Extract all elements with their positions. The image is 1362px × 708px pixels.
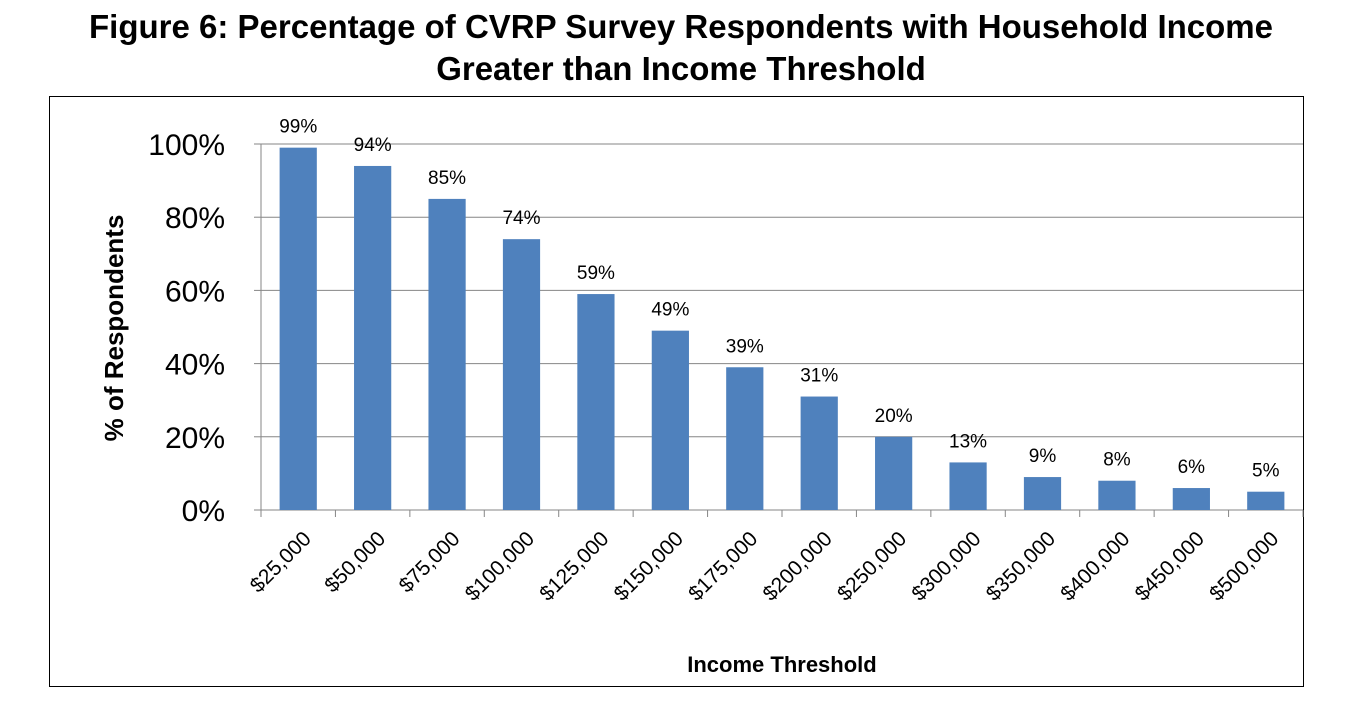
x-tick-label: $400,000 (1056, 527, 1134, 605)
bar (726, 367, 764, 510)
x-tick-label: $25,000 (246, 527, 316, 597)
x-tick-label: $350,000 (982, 527, 1060, 605)
chart-title-line-1: Figure 6: Percentage of CVRP Survey Resp… (89, 8, 1273, 45)
y-tick-label: 60% (165, 275, 225, 308)
bar (279, 147, 317, 510)
data-label: 13% (949, 431, 987, 452)
x-tick-label: $125,000 (535, 527, 613, 605)
y-tick-label: 40% (165, 349, 225, 382)
x-tick-label: $175,000 (684, 527, 762, 605)
data-label: 8% (1103, 450, 1131, 471)
bar (577, 294, 615, 510)
bar (1172, 488, 1210, 510)
data-label: 9% (1029, 446, 1057, 467)
x-tick-label: $50,000 (320, 527, 390, 597)
data-label: 5% (1252, 461, 1280, 482)
bar (354, 165, 392, 510)
bar (875, 436, 913, 510)
x-tick-label: $150,000 (610, 527, 688, 605)
chart-title-line-2: Greater than Income Threshold (436, 50, 926, 87)
bar (1023, 477, 1062, 510)
data-label: 39% (726, 336, 764, 357)
x-tick-label: $450,000 (1131, 527, 1209, 605)
y-tick-label: 0% (182, 495, 225, 528)
y-axis-title: % of Respondents (99, 215, 129, 442)
x-tick-label: $100,000 (461, 527, 539, 605)
bar (800, 396, 838, 510)
chart-area (49, 96, 1304, 687)
bar (428, 198, 466, 510)
data-label: 31% (800, 366, 838, 387)
data-label: 6% (1178, 457, 1206, 478)
x-tick-label: $200,000 (759, 527, 837, 605)
bar (651, 330, 689, 510)
x-tick-label: $300,000 (907, 527, 985, 605)
data-label: 49% (651, 300, 689, 321)
data-label: 74% (502, 208, 540, 229)
bar (949, 462, 987, 510)
x-tick-label: $75,000 (395, 527, 465, 597)
y-tick-label: 100% (148, 129, 225, 162)
data-label: 20% (875, 406, 913, 427)
y-tick-label: 20% (165, 422, 225, 455)
x-tick-label: $250,000 (833, 527, 911, 605)
data-label: 59% (577, 263, 615, 284)
x-tick-label: $500,000 (1205, 527, 1283, 605)
data-label: 99% (279, 117, 317, 138)
data-label: 85% (428, 168, 466, 189)
y-tick-label: 80% (165, 202, 225, 235)
x-axis-title: Income Threshold (687, 652, 876, 677)
bar (1098, 480, 1136, 510)
chart-title: Figure 6: Percentage of CVRP Survey Resp… (0, 6, 1362, 90)
bar (1247, 491, 1285, 510)
data-label: 94% (354, 135, 392, 156)
bar (502, 239, 541, 510)
